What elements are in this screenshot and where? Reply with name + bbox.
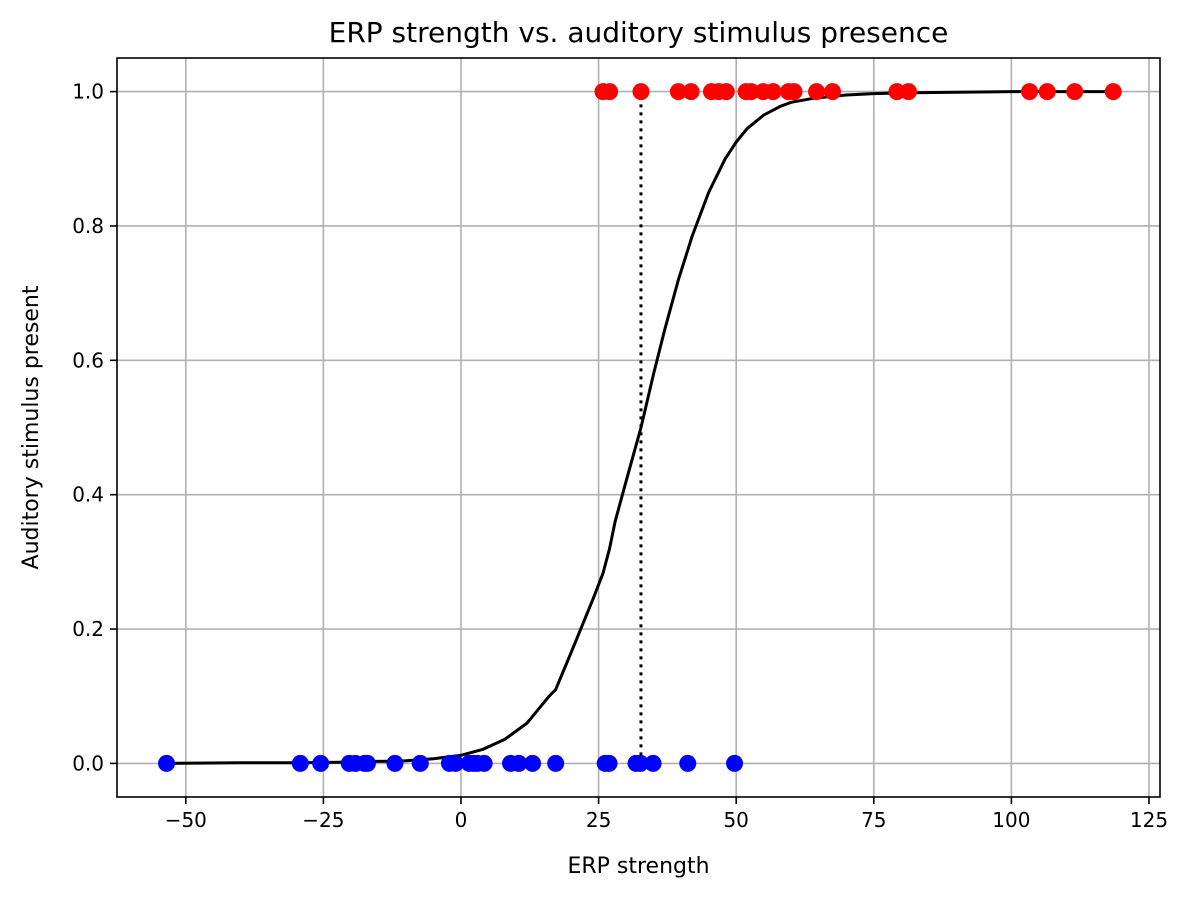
present-data-point — [601, 83, 619, 101]
present-data-point — [669, 83, 687, 101]
present-data-point — [717, 83, 735, 101]
present-data-point — [1021, 83, 1039, 101]
x-tick-label: 0 — [455, 808, 468, 832]
present-data-point — [1066, 83, 1084, 101]
absent-data-point — [446, 754, 464, 772]
absent-data-point — [475, 754, 493, 772]
present-data-point — [899, 83, 917, 101]
present-data-point — [764, 83, 782, 101]
data-layer — [158, 83, 1122, 772]
x-tick-label: 50 — [723, 808, 748, 832]
present-data-point — [808, 83, 826, 101]
absent-data-point — [411, 754, 429, 772]
absent-data-point — [726, 754, 744, 772]
present-data-point — [824, 83, 842, 101]
present-data-point — [742, 83, 760, 101]
logistic-fit-line — [166, 90, 1114, 765]
x-tick-label: 25 — [586, 808, 611, 832]
absent-data-point — [291, 754, 309, 772]
present-data-point — [1038, 83, 1056, 101]
chart-title: ERP strength vs. auditory stimulus prese… — [329, 16, 949, 49]
plot-area-frame — [116, 57, 1161, 798]
y-tick-label: 0.0 — [72, 751, 104, 775]
absent-data-point — [679, 754, 697, 772]
present-data-point — [1104, 83, 1122, 101]
absent-data-point — [600, 754, 618, 772]
absent-data-point — [644, 754, 662, 772]
absent-data-point — [524, 754, 542, 772]
y-axis-label: Auditory stimulus present — [19, 285, 44, 569]
absent-data-point — [547, 754, 565, 772]
absent-data-point — [358, 754, 376, 772]
x-axis-label: ERP strength — [567, 854, 709, 879]
x-tick-label: 125 — [1130, 808, 1168, 832]
y-tick-label: 1.0 — [72, 80, 104, 104]
x-tick-label: −25 — [302, 808, 344, 832]
x-tick-label: −50 — [165, 808, 207, 832]
absent-data-point — [158, 754, 176, 772]
absent-data-point — [631, 754, 649, 772]
present-data-point — [785, 83, 803, 101]
y-tick-label: 0.2 — [72, 617, 104, 641]
y-tick-label: 0.8 — [72, 214, 104, 238]
present-data-point — [682, 83, 700, 101]
absent-data-point — [386, 754, 404, 772]
tick-layer: −50 −25 0 25 50 75 100 125 0.0 0.2 0.4 0.6 0.8 1.0 — [72, 80, 1168, 832]
x-tick-label: 75 — [861, 808, 886, 832]
x-tick-label: 100 — [992, 808, 1030, 832]
absent-data-point — [510, 754, 528, 772]
absent-data-point — [312, 754, 330, 772]
y-tick-label: 0.4 — [72, 483, 104, 507]
present-data-point — [632, 83, 650, 101]
y-tick-label: 0.6 — [72, 348, 104, 372]
grid-layer — [117, 58, 1160, 797]
